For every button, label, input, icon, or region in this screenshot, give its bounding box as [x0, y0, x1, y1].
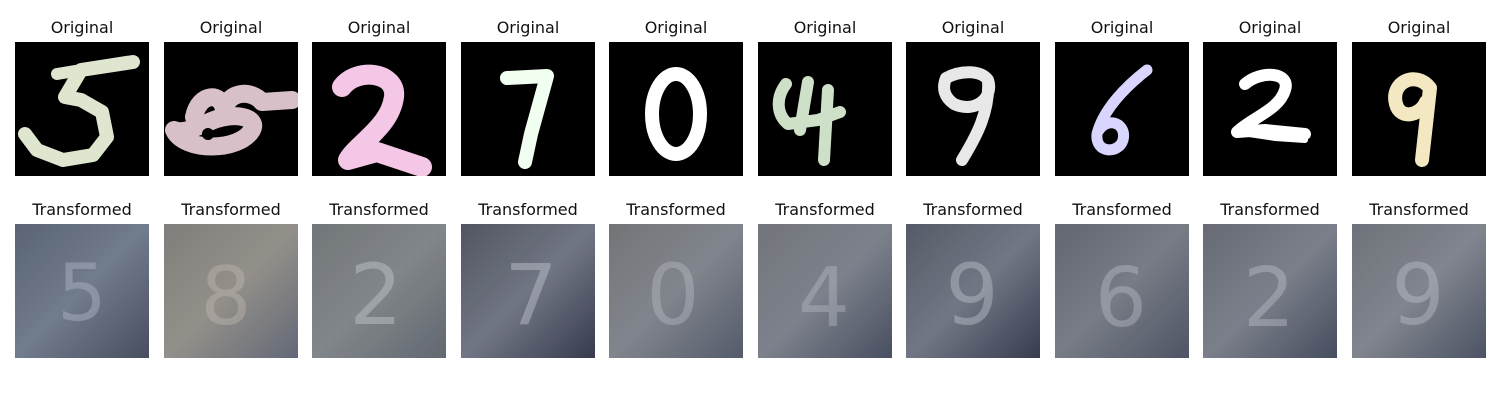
original-image [164, 42, 298, 176]
digit-overlay: 7 [504, 246, 557, 344]
transformed-cell: Transformed 0 [609, 200, 743, 360]
transformed-image: 2 [312, 224, 446, 358]
transformed-cell: Transformed 4 [758, 200, 892, 360]
original-cell: Original [15, 18, 149, 178]
panel-title: Original [496, 18, 560, 37]
panel-title: Original [941, 18, 1005, 37]
transformed-cell: Transformed 7 [461, 200, 595, 360]
digit-overlay: 2 [1243, 251, 1295, 346]
transformed-image: 9 [906, 224, 1040, 358]
original-image [1055, 42, 1189, 176]
original-cell: Original [461, 18, 595, 178]
panel-title: Transformed [181, 200, 281, 219]
original-image [1352, 42, 1486, 176]
panel-title: Transformed [923, 200, 1023, 219]
digit-overlay: 8 [201, 250, 252, 343]
digit-overlay: 9 [945, 246, 998, 344]
original-image [1203, 42, 1337, 176]
transformed-cell: Transformed 9 [1352, 200, 1486, 360]
transformed-cell: Transformed 5 [15, 200, 149, 360]
digit-overlay: 6 [1095, 251, 1147, 346]
original-image [906, 42, 1040, 176]
digit-overlay: 4 [798, 251, 850, 346]
panel-title: Original [347, 18, 411, 37]
original-image [461, 42, 595, 176]
panel-title: Original [1387, 18, 1451, 37]
transformed-cell: Transformed 9 [906, 200, 1040, 360]
panel-title: Transformed [1369, 200, 1469, 219]
panel-title: Transformed [478, 200, 578, 219]
original-cell: Original [758, 18, 892, 178]
panel-title: Transformed [329, 200, 429, 219]
panel-title: Original [1090, 18, 1154, 37]
transformed-image: 4 [758, 224, 892, 358]
original-cell: Original [609, 18, 743, 178]
original-cell: Original [312, 18, 446, 178]
digit-overlay: 9 [1391, 246, 1444, 344]
original-cell: Original [1055, 18, 1189, 178]
transformed-image: 9 [1352, 224, 1486, 358]
transformed-image: 6 [1055, 224, 1189, 358]
original-cell: Original [1203, 18, 1337, 178]
transformed-image: 7 [461, 224, 595, 358]
original-cell: Original [906, 18, 1040, 178]
transformed-image: 0 [609, 224, 743, 358]
panel-title: Original [50, 18, 114, 37]
original-image [609, 42, 743, 176]
transformed-image: 2 [1203, 224, 1337, 358]
original-image [15, 42, 149, 176]
digit-overlay: 5 [57, 249, 107, 339]
transformed-image: 8 [164, 224, 298, 358]
transformed-cell: Transformed 8 [164, 200, 298, 360]
panel-title: Transformed [32, 200, 132, 219]
original-cell: Original [1352, 18, 1486, 178]
digit-overlay: 2 [349, 246, 402, 344]
transformed-cell: Transformed 6 [1055, 200, 1189, 360]
panel-title: Transformed [775, 200, 875, 219]
panel-title: Transformed [1220, 200, 1320, 219]
original-cell: Original [164, 18, 298, 178]
transformed-cell: Transformed 2 [312, 200, 446, 360]
panel-title: Original [1238, 18, 1302, 37]
panel-title: Transformed [1072, 200, 1172, 219]
panel-title: Original [644, 18, 708, 37]
transformed-image: 5 [15, 224, 149, 358]
transformed-cell: Transformed 2 [1203, 200, 1337, 360]
panel-title: Transformed [626, 200, 726, 219]
panel-title: Original [793, 18, 857, 37]
original-image [312, 42, 446, 176]
original-image [758, 42, 892, 176]
digit-overlay: 0 [646, 246, 699, 344]
panel-title: Original [199, 18, 263, 37]
